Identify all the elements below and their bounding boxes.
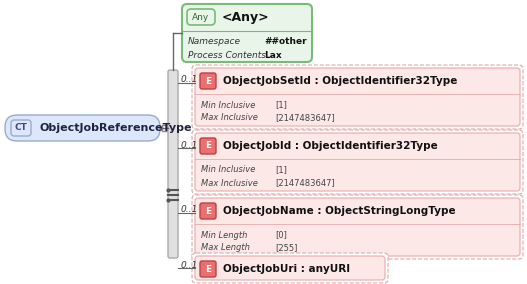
Text: E: E [205, 141, 211, 151]
Text: ObjectJobSetId : ObjectIdentifier32Type: ObjectJobSetId : ObjectIdentifier32Type [223, 76, 457, 86]
FancyBboxPatch shape [192, 130, 523, 194]
FancyBboxPatch shape [195, 198, 520, 256]
Text: E: E [205, 206, 211, 216]
Text: Process Contents: Process Contents [188, 51, 266, 60]
FancyBboxPatch shape [182, 4, 312, 62]
Text: Max Length: Max Length [201, 243, 250, 252]
Text: 0..1: 0..1 [181, 141, 198, 149]
FancyBboxPatch shape [195, 133, 520, 191]
Text: ObjectJobId : ObjectIdentifier32Type: ObjectJobId : ObjectIdentifier32Type [223, 141, 438, 151]
Text: 0..1: 0..1 [181, 76, 198, 85]
Text: [2147483647]: [2147483647] [275, 179, 335, 187]
Text: [2147483647]: [2147483647] [275, 114, 335, 122]
Text: Lax: Lax [264, 51, 281, 60]
Text: E: E [205, 76, 211, 85]
Text: 0..1: 0..1 [181, 206, 198, 214]
FancyBboxPatch shape [192, 195, 523, 259]
Text: Min Inclusive: Min Inclusive [201, 101, 256, 110]
Text: Min Length: Min Length [201, 231, 247, 239]
Text: 0..1: 0..1 [181, 260, 198, 270]
FancyBboxPatch shape [168, 70, 178, 258]
Text: Min Inclusive: Min Inclusive [201, 166, 256, 174]
FancyBboxPatch shape [192, 253, 388, 283]
Text: CT: CT [15, 124, 27, 133]
Text: E: E [205, 264, 211, 273]
Text: <Any>: <Any> [222, 11, 270, 24]
FancyBboxPatch shape [195, 68, 520, 126]
FancyBboxPatch shape [200, 203, 216, 219]
Text: ObjectJobName : ObjectStringLongType: ObjectJobName : ObjectStringLongType [223, 206, 456, 216]
Text: ObjectJobUri : anyURI: ObjectJobUri : anyURI [223, 264, 350, 274]
Text: Any: Any [192, 12, 210, 22]
Text: Max Inclusive: Max Inclusive [201, 114, 258, 122]
FancyBboxPatch shape [200, 73, 216, 89]
FancyBboxPatch shape [200, 261, 216, 277]
FancyBboxPatch shape [192, 65, 523, 129]
Text: Max Inclusive: Max Inclusive [201, 179, 258, 187]
Text: [255]: [255] [275, 243, 297, 252]
FancyBboxPatch shape [11, 120, 31, 136]
FancyBboxPatch shape [187, 9, 215, 25]
Text: ##other: ##other [264, 37, 307, 47]
FancyBboxPatch shape [5, 115, 160, 141]
Text: ObjectJobReferenceType: ObjectJobReferenceType [39, 123, 191, 133]
FancyBboxPatch shape [200, 138, 216, 154]
Text: [1]: [1] [275, 166, 287, 174]
Text: Namespace: Namespace [188, 37, 241, 47]
Text: [0]: [0] [275, 231, 287, 239]
FancyBboxPatch shape [195, 256, 385, 280]
FancyBboxPatch shape [162, 125, 168, 131]
Text: [1]: [1] [275, 101, 287, 110]
